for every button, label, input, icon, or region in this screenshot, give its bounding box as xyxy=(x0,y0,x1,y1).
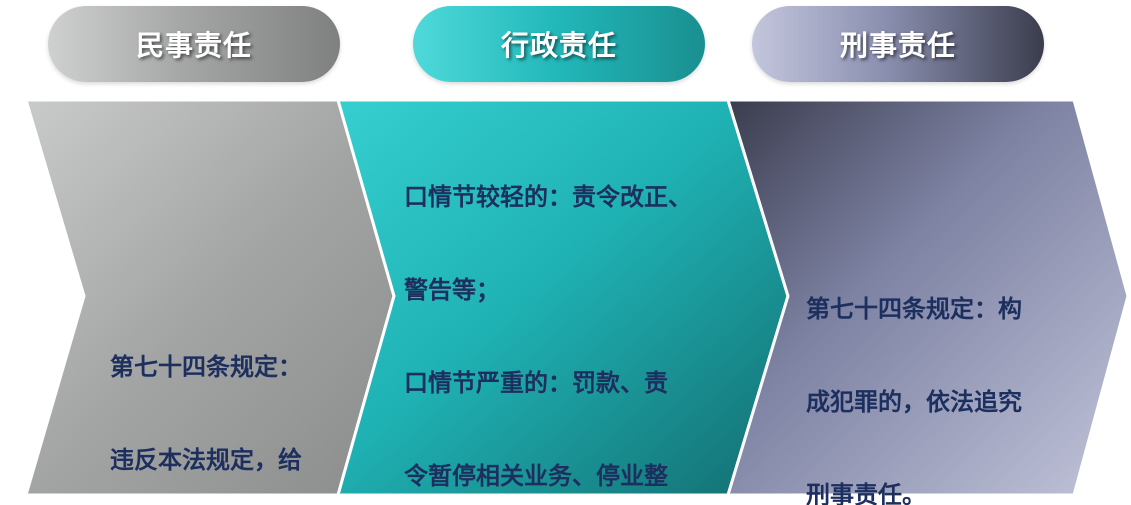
text-line: 第七十四条规定：构 xyxy=(806,295,1022,323)
criminal-liability-text: 第七十四条规定：构 成犯罪的，依法追究 刑事责任。 xyxy=(806,232,1086,505)
civil-liability-header: 民事责任 xyxy=(48,6,340,82)
text-line: 警告等； xyxy=(404,276,500,304)
criminal-chevron xyxy=(725,98,1130,497)
text-line: 违反本法规定，给 xyxy=(110,446,302,474)
text-line: 第七十四条规定： xyxy=(110,353,302,381)
text-line: 口情节严重的：罚款、责 xyxy=(404,369,668,397)
text-line: 令暂停相关业务、停业整 xyxy=(404,462,668,490)
text-line: 口情节较轻的：责令改正、 xyxy=(404,183,692,211)
administrative-liability-header: 行政责任 xyxy=(413,6,705,82)
text-line: 成犯罪的，依法追究 xyxy=(806,388,1022,416)
civil-liability-text: 第七十四条规定： 违反本法规定，给 他人造成损害的， 依法承担民事责任。 xyxy=(110,290,372,505)
administrative-liability-text: 口情节较轻的：责令改正、 警告等； 口情节严重的：罚款、责 令暂停相关业务、停业… xyxy=(404,120,740,505)
criminal-liability-header: 刑事责任 xyxy=(752,6,1044,82)
text-line: 刑事责任。 xyxy=(806,481,926,505)
